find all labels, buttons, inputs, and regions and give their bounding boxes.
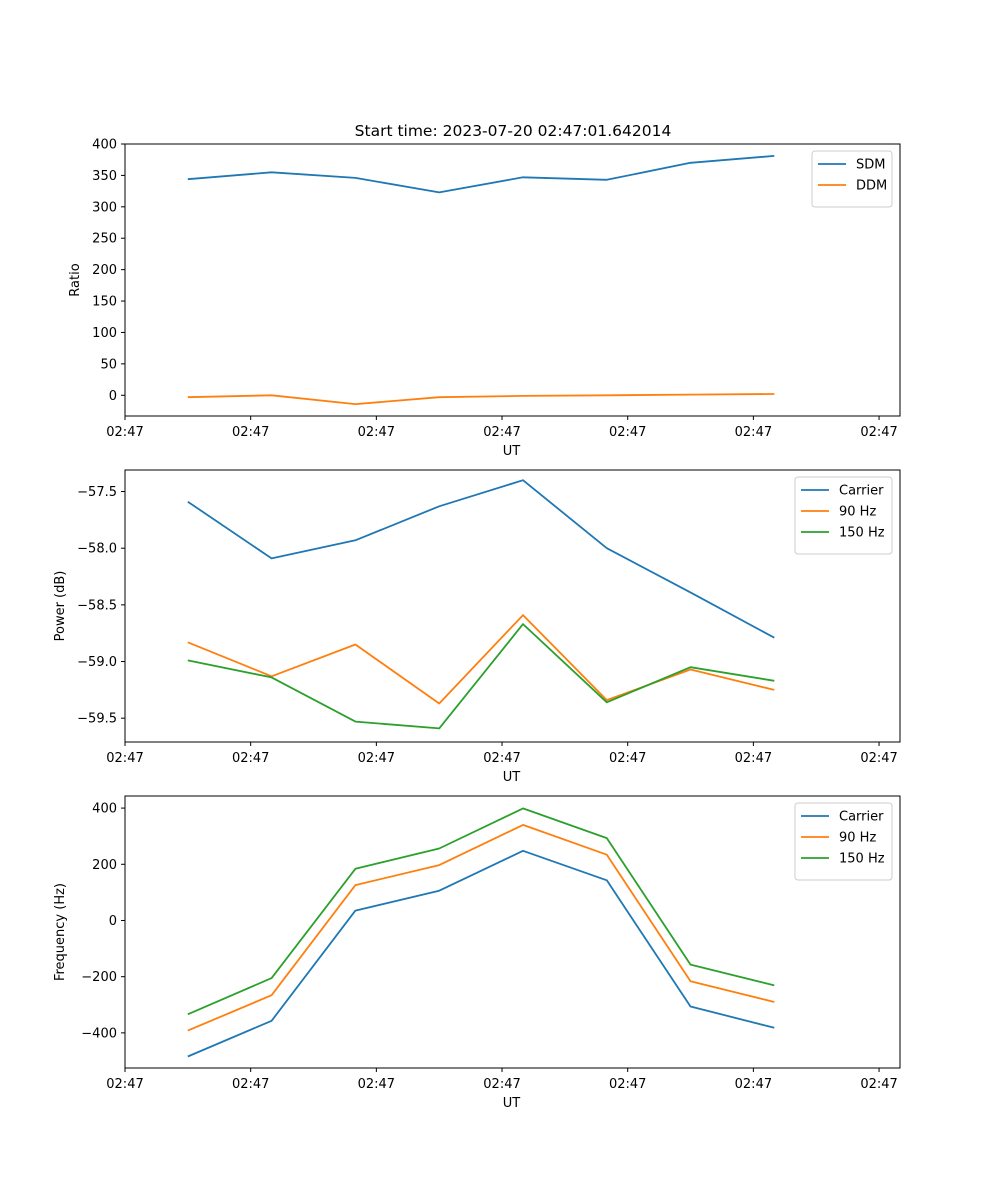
power-y-tick-label: −59.0 xyxy=(77,655,117,670)
chart-title: Start time: 2023-07-20 02:47:01.642014 xyxy=(355,122,672,140)
ratio-legend-frame xyxy=(811,150,893,208)
power-legend-label-carrier: Carrier xyxy=(839,484,884,499)
power-series-150-hz-line xyxy=(187,623,775,730)
frequency-x-axis-label: UT xyxy=(503,1096,521,1111)
power-legend-label-150-hz: 150 Hz xyxy=(839,526,885,541)
frequency-y-tick-label: 400 xyxy=(92,802,117,817)
frequency-legend-frame xyxy=(794,802,893,881)
ratio-x-tick-label: 02:47 xyxy=(860,425,897,440)
ratio-y-tick-label: 0 xyxy=(109,389,117,404)
ratio-legend-label-sdm: SDM xyxy=(856,158,885,173)
power-legend-label-90-hz: 90 Hz xyxy=(839,505,876,520)
power-x-tick-label: 02:47 xyxy=(860,751,897,766)
frequency-x-tick-label: 02:47 xyxy=(609,1077,646,1092)
ratio-axes-frame xyxy=(124,143,901,417)
ratio-y-tick-label: 200 xyxy=(92,263,117,278)
frequency-legend-label-carrier: Carrier xyxy=(839,810,884,825)
frequency-x-tick-label: 02:47 xyxy=(483,1077,520,1092)
ratio-x-tick-label: 02:47 xyxy=(483,425,520,440)
frequency-y-tick-label: −200 xyxy=(81,970,117,985)
frequency-series-carrier-line xyxy=(187,849,775,1058)
ratio-legend-label-ddm: DDM xyxy=(856,179,887,194)
ratio-y-tick-label: 100 xyxy=(92,326,117,341)
power-y-tick-label: −58.0 xyxy=(77,542,117,557)
frequency-legend-label-90-hz: 90 Hz xyxy=(839,831,876,846)
frequency-panel: 02:47 02:47 02:47 02:47 02:47 02:47 02:47 −400 −… xyxy=(53,795,901,1111)
power-x-tick-label: 02:47 xyxy=(735,751,772,766)
ratio-x-tick-label: 02:47 xyxy=(609,425,646,440)
power-y-tick-label: −59.5 xyxy=(77,712,117,727)
ratio-y-tick-label: 250 xyxy=(92,232,117,247)
frequency-x-tick-label: 02:47 xyxy=(106,1077,143,1092)
ratio-y-tick-label: 400 xyxy=(92,138,117,153)
power-series-carrier-line xyxy=(187,479,775,639)
power-x-tick-label: 02:47 xyxy=(358,751,395,766)
power-x-tick-label: 02:47 xyxy=(609,751,646,766)
power-y-tick-label: −58.5 xyxy=(77,598,117,613)
ratio-y-tick-label: 50 xyxy=(100,357,117,372)
ratio-x-tick-label: 02:47 xyxy=(358,425,395,440)
power-y-tick-label: −57.5 xyxy=(77,485,117,500)
ratio-series-ddm-line xyxy=(187,393,775,406)
ratio-y-tick-label: 350 xyxy=(92,169,117,184)
frequency-legend: Carrier 90 Hz 150 Hz xyxy=(794,802,893,881)
power-x-tick-label: 02:47 xyxy=(106,751,143,766)
power-x-tick-label: 02:47 xyxy=(483,751,520,766)
ratio-series-sdm-line xyxy=(187,155,775,194)
ratio-y-tick-label: 150 xyxy=(92,295,117,310)
frequency-x-tick-label: 02:47 xyxy=(735,1077,772,1092)
frequency-y-tick-label: 0 xyxy=(109,914,117,929)
ratio-y-tick-label: 300 xyxy=(92,200,117,215)
power-x-tick-label: 02:47 xyxy=(232,751,269,766)
ratio-y-axis-label: Ratio xyxy=(68,263,83,296)
power-series-90-hz-line xyxy=(187,614,775,705)
frequency-legend-label-150-hz: 150 Hz xyxy=(839,852,885,867)
ratio-legend: SDM DDM xyxy=(811,150,893,208)
ratio-x-tick-label: 02:47 xyxy=(735,425,772,440)
power-axes-frame xyxy=(124,469,901,743)
frequency-y-tick-label: −400 xyxy=(81,1026,117,1041)
frequency-axes-frame xyxy=(124,795,901,1069)
frequency-y-tick-label: 200 xyxy=(92,858,117,873)
power-x-axis-label: UT xyxy=(503,770,521,785)
frequency-series-150-hz-line xyxy=(187,807,775,1016)
ratio-x-tick-label: 02:47 xyxy=(106,425,143,440)
ratio-panel: 02:47 02:47 02:47 02:47 02:47 02:47 02:47 0 50 10… xyxy=(68,138,901,459)
frequency-y-axis-label: Frequency (Hz) xyxy=(53,883,68,981)
power-legend-frame xyxy=(794,476,893,555)
frequency-x-tick-label: 02:47 xyxy=(860,1077,897,1092)
frequency-series-90-hz-line xyxy=(187,824,775,1032)
power-legend: Carrier 90 Hz 150 Hz xyxy=(794,476,893,555)
power-y-axis-label: Power (dB) xyxy=(53,571,68,642)
ratio-x-axis-label: UT xyxy=(503,444,521,459)
frequency-x-tick-label: 02:47 xyxy=(232,1077,269,1092)
ratio-x-tick-label: 02:47 xyxy=(232,425,269,440)
frequency-x-tick-label: 02:47 xyxy=(358,1077,395,1092)
power-panel: 02:47 02:47 02:47 02:47 02:47 02:47 02:47 −59.5… xyxy=(53,469,901,785)
